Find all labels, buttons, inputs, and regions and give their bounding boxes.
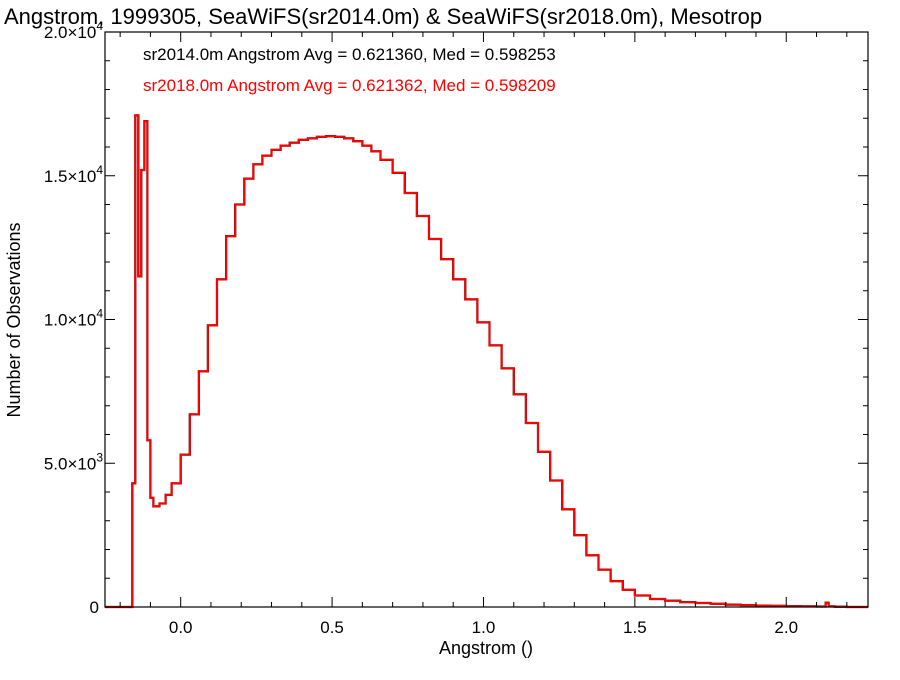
x-tick-label: 0.0 (169, 618, 193, 637)
annotation-sr2018: sr2018.0m Angstrom Avg = 0.621362, Med =… (143, 76, 556, 95)
x-tick-label: 0.5 (320, 618, 344, 637)
series-line-1 (105, 114, 868, 608)
x-axis-label: Angstrom () (439, 638, 533, 658)
y-tick-label: 1.5×104 (44, 163, 103, 186)
annotation-sr2014: sr2014.0m Angstrom Avg = 0.621360, Med =… (143, 45, 556, 64)
y-tick-label: 1.0×104 (44, 307, 103, 330)
x-tick-label: 2.0 (774, 618, 798, 637)
y-tick-label: 5.0×103 (44, 450, 103, 473)
y-axis-label: Number of Observations (4, 222, 24, 417)
x-tick-label: 1.0 (472, 618, 496, 637)
x-tick-label: 1.5 (623, 618, 647, 637)
chart-title: Angstrom, 1999305, SeaWiFS(sr2014.0m) & … (4, 4, 762, 29)
series-layer (105, 114, 868, 609)
ticks-layer: 0.0 0.5 1.0 1.5 2.0 0 5.0×103 1.0×104 1.5×104 2.0… (44, 19, 868, 637)
y-tick-label: 2.0×104 (44, 19, 103, 42)
y-tick-label: 0 (90, 598, 99, 617)
